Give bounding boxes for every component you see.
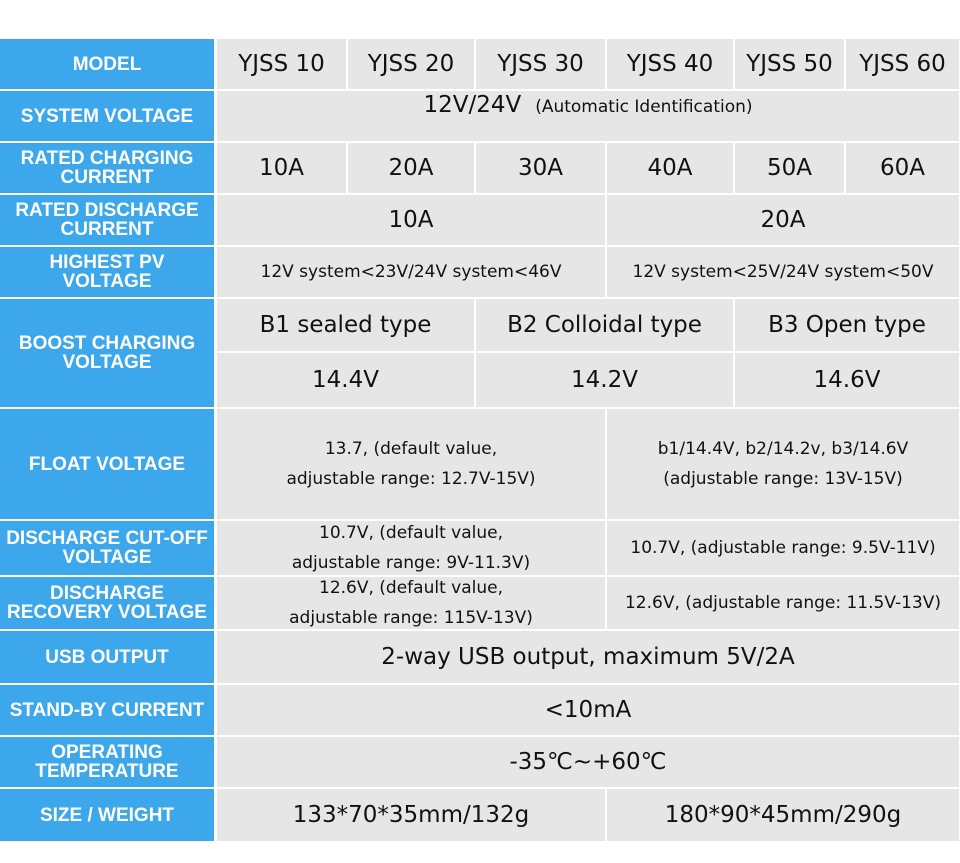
cell: 133*70*35mm/132g	[217, 789, 605, 841]
cell-text: 12.6V, (default value,	[319, 578, 503, 598]
row-label: RATED CHARGING CURRENT	[0, 143, 214, 193]
cell: YJSS 40	[607, 39, 733, 89]
cell-text: 60A	[879, 155, 925, 181]
cell: YJSS 10	[217, 39, 346, 89]
cell: YJSS 60	[846, 39, 959, 89]
cell-text: 10A	[258, 155, 304, 181]
cell: 30A	[476, 143, 605, 193]
cell-text: 2-way USB output, maximum 5V/2A	[381, 644, 795, 670]
row-label: BOOST CHARGING VOLTAGE	[0, 299, 214, 407]
row-label: OPERATING TEMPERATURE	[0, 737, 214, 787]
cell-text: YJSS 20	[367, 51, 455, 77]
cell: B1 sealed type	[217, 299, 474, 351]
cell: 14.2V	[476, 353, 733, 407]
row-label: RATED DISCHARGE CURRENT	[0, 195, 214, 245]
cell-text: -35℃~+60℃	[509, 749, 667, 775]
cell: 20A	[607, 195, 959, 245]
cell: 40A	[607, 143, 733, 193]
cell-text: adjustable range: 115V-13V)	[289, 608, 533, 628]
cell-text: B1 sealed type	[259, 312, 432, 338]
cell: 180*90*45mm/290g	[607, 789, 959, 841]
cell-text: YJSS 60	[859, 51, 946, 77]
cell-text: 12V system<25V/24V system<50V	[632, 262, 934, 282]
cell-text: 30A	[517, 155, 563, 181]
cell: 14.4V	[217, 353, 474, 407]
cell-text: YJSS 30	[497, 51, 584, 77]
cell: 60A	[846, 143, 959, 193]
cell-text: B2 Colloidal type	[507, 312, 702, 338]
row-label: HIGHEST PV VOLTAGE	[0, 247, 214, 297]
cell-text: 14.6V	[813, 367, 881, 393]
cell-text: (Automatic Identification)	[535, 97, 753, 117]
row-label: FLOAT VOLTAGE	[0, 409, 214, 519]
cell-text: 10.7V, (adjustable range: 9.5V-11V)	[630, 538, 936, 558]
cell: -35℃~+60℃	[217, 737, 959, 787]
cell-text: YJSS 10	[238, 51, 325, 77]
cell: 12.6V, (adjustable range: 11.5V-13V)	[607, 577, 959, 629]
cell: 10A	[217, 195, 605, 245]
cell-text: (adjustable range: 13V-15V)	[663, 469, 903, 489]
row-label: STAND-BY CURRENT	[0, 685, 214, 735]
cell-text: B3 Open type	[768, 312, 926, 338]
cell: YJSS 30	[476, 39, 605, 89]
row-label: MODEL	[0, 39, 214, 89]
cell-text: 14.4V	[312, 367, 379, 393]
cell-text: 13.7, (default value,	[324, 439, 498, 459]
cell: YJSS 20	[348, 39, 474, 89]
cell: 13.7, (default value, adjustable range: 1…	[217, 409, 605, 519]
cell-text: YJSS 50	[746, 51, 833, 77]
cell-text: 12V/24V	[423, 92, 522, 118]
cell: 20A	[348, 143, 474, 193]
cell: 12V/24V (Automatic Identification)	[217, 91, 959, 141]
row-label: SIZE / WEIGHT	[0, 789, 214, 841]
cell-text: 133*70*35mm/132g	[292, 802, 530, 828]
cell-text: 180*90*45mm/290g	[664, 802, 902, 828]
cell: 12V system<23V/24V system<46V	[217, 247, 605, 297]
cell: 10.7V, (adjustable range: 9.5V-11V)	[607, 521, 959, 575]
cell-text: 10A	[388, 207, 434, 233]
row-label: USB OUTPUT	[0, 631, 214, 683]
cell: <10mA	[217, 685, 959, 735]
cell-text: 40A	[647, 155, 693, 181]
row-label: SYSTEM VOLTAGE	[0, 91, 214, 141]
cell-text: YJSS 40	[626, 51, 714, 77]
cell-text: 20A	[388, 155, 434, 181]
cell-text: b1/14.4V, b2/14.2v, b3/14.6V	[657, 439, 909, 459]
cell-text: 20A	[760, 207, 806, 233]
cell: 10.7V, (default value, adjustable range: …	[217, 521, 605, 575]
row-label: DISCHARGE CUT-OFF VOLTAGE	[0, 521, 214, 575]
cell-text: 10.7V, (default value,	[319, 523, 503, 543]
cell-text: <10mA	[544, 697, 632, 723]
cell: 2-way USB output, maximum 5V/2A	[217, 631, 959, 683]
cell-text: 50A	[766, 155, 812, 181]
cell: b1/14.4V, b2/14.2v, b3/14.6V (adjustable …	[607, 409, 959, 519]
cell-text: 14.2V	[571, 367, 638, 393]
row-label: DISCHARGE RECOVERY VOLTAGE	[0, 577, 214, 629]
cell: 14.6V	[735, 353, 959, 407]
cell-text: adjustable range: 9V-11.3V)	[291, 553, 531, 573]
cell: B2 Colloidal type	[476, 299, 733, 351]
cell: 12V system<25V/24V system<50V	[607, 247, 959, 297]
cell-text: adjustable range: 12.7V-15V)	[286, 469, 536, 489]
cell: 50A	[735, 143, 844, 193]
cell: B3 Open type	[735, 299, 959, 351]
cell-text: 12V system<23V/24V system<46V	[260, 262, 562, 282]
cell: 10A	[217, 143, 346, 193]
cell: YJSS 50	[735, 39, 844, 89]
cell: 12.6V, (default value, adjustable range: …	[217, 577, 605, 629]
cell-text: 12.6V, (adjustable range: 11.5V-13V)	[624, 593, 942, 613]
